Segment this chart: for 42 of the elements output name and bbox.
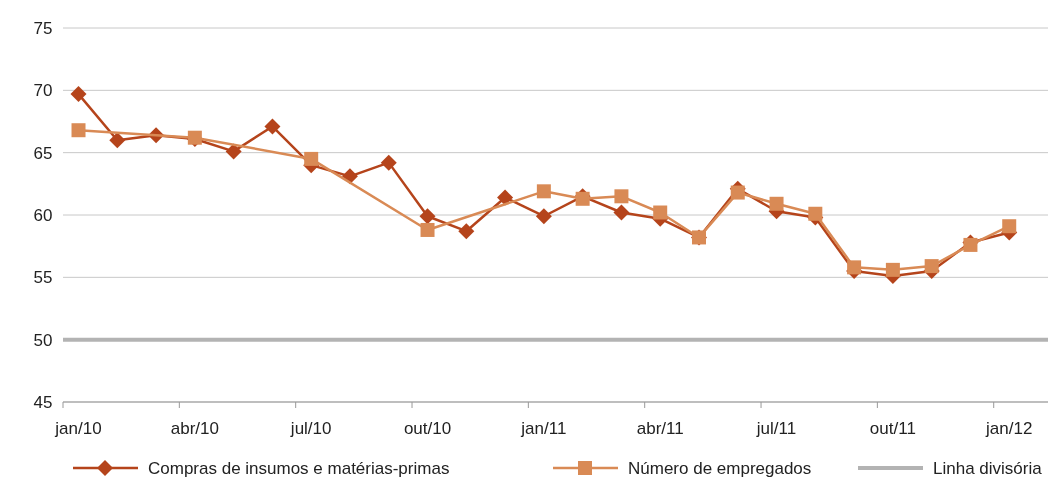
point	[1002, 219, 1017, 234]
x-tick-label: abr/10	[170, 419, 219, 438]
point	[225, 143, 242, 160]
point	[535, 208, 552, 225]
x-tick-label: out/11	[869, 419, 916, 438]
x-tick-label: jan/10	[54, 419, 102, 438]
point	[71, 123, 86, 138]
point	[924, 259, 939, 274]
y-tick-label: 65	[33, 143, 53, 163]
point	[380, 154, 397, 171]
point	[304, 151, 319, 166]
y-tick-label: 60	[33, 205, 53, 225]
x-tick-label: jul/11	[755, 419, 797, 438]
y-tick-label: 75	[33, 18, 53, 38]
point	[264, 118, 281, 135]
point	[614, 189, 629, 204]
x-tick-label: jan/11	[520, 419, 567, 438]
y-tick-label: 45	[33, 392, 53, 412]
point	[419, 208, 436, 225]
point	[808, 206, 823, 221]
point	[497, 189, 514, 206]
legend-label: Compras de insumos e matérias-primas	[148, 459, 450, 478]
point	[769, 196, 784, 211]
point	[536, 184, 551, 199]
point	[885, 262, 900, 277]
y-tick-label: 55	[33, 268, 53, 288]
legend-label: Número de empregados	[628, 459, 812, 478]
y-tick-label: 70	[33, 81, 53, 101]
x-tick-label: out/10	[403, 419, 452, 438]
point	[458, 223, 475, 240]
point	[847, 260, 862, 275]
point	[613, 204, 630, 221]
x-tick-label: jan/12	[985, 419, 1033, 438]
y-tick-label: 50	[33, 330, 53, 350]
legend-label: Linha divisória	[933, 459, 1043, 478]
point	[109, 132, 126, 149]
point	[653, 205, 668, 220]
point	[420, 222, 435, 237]
point	[70, 86, 87, 103]
x-tick-label: jul/10	[289, 419, 332, 438]
x-tick-label: abr/11	[636, 419, 684, 438]
point	[730, 185, 745, 200]
